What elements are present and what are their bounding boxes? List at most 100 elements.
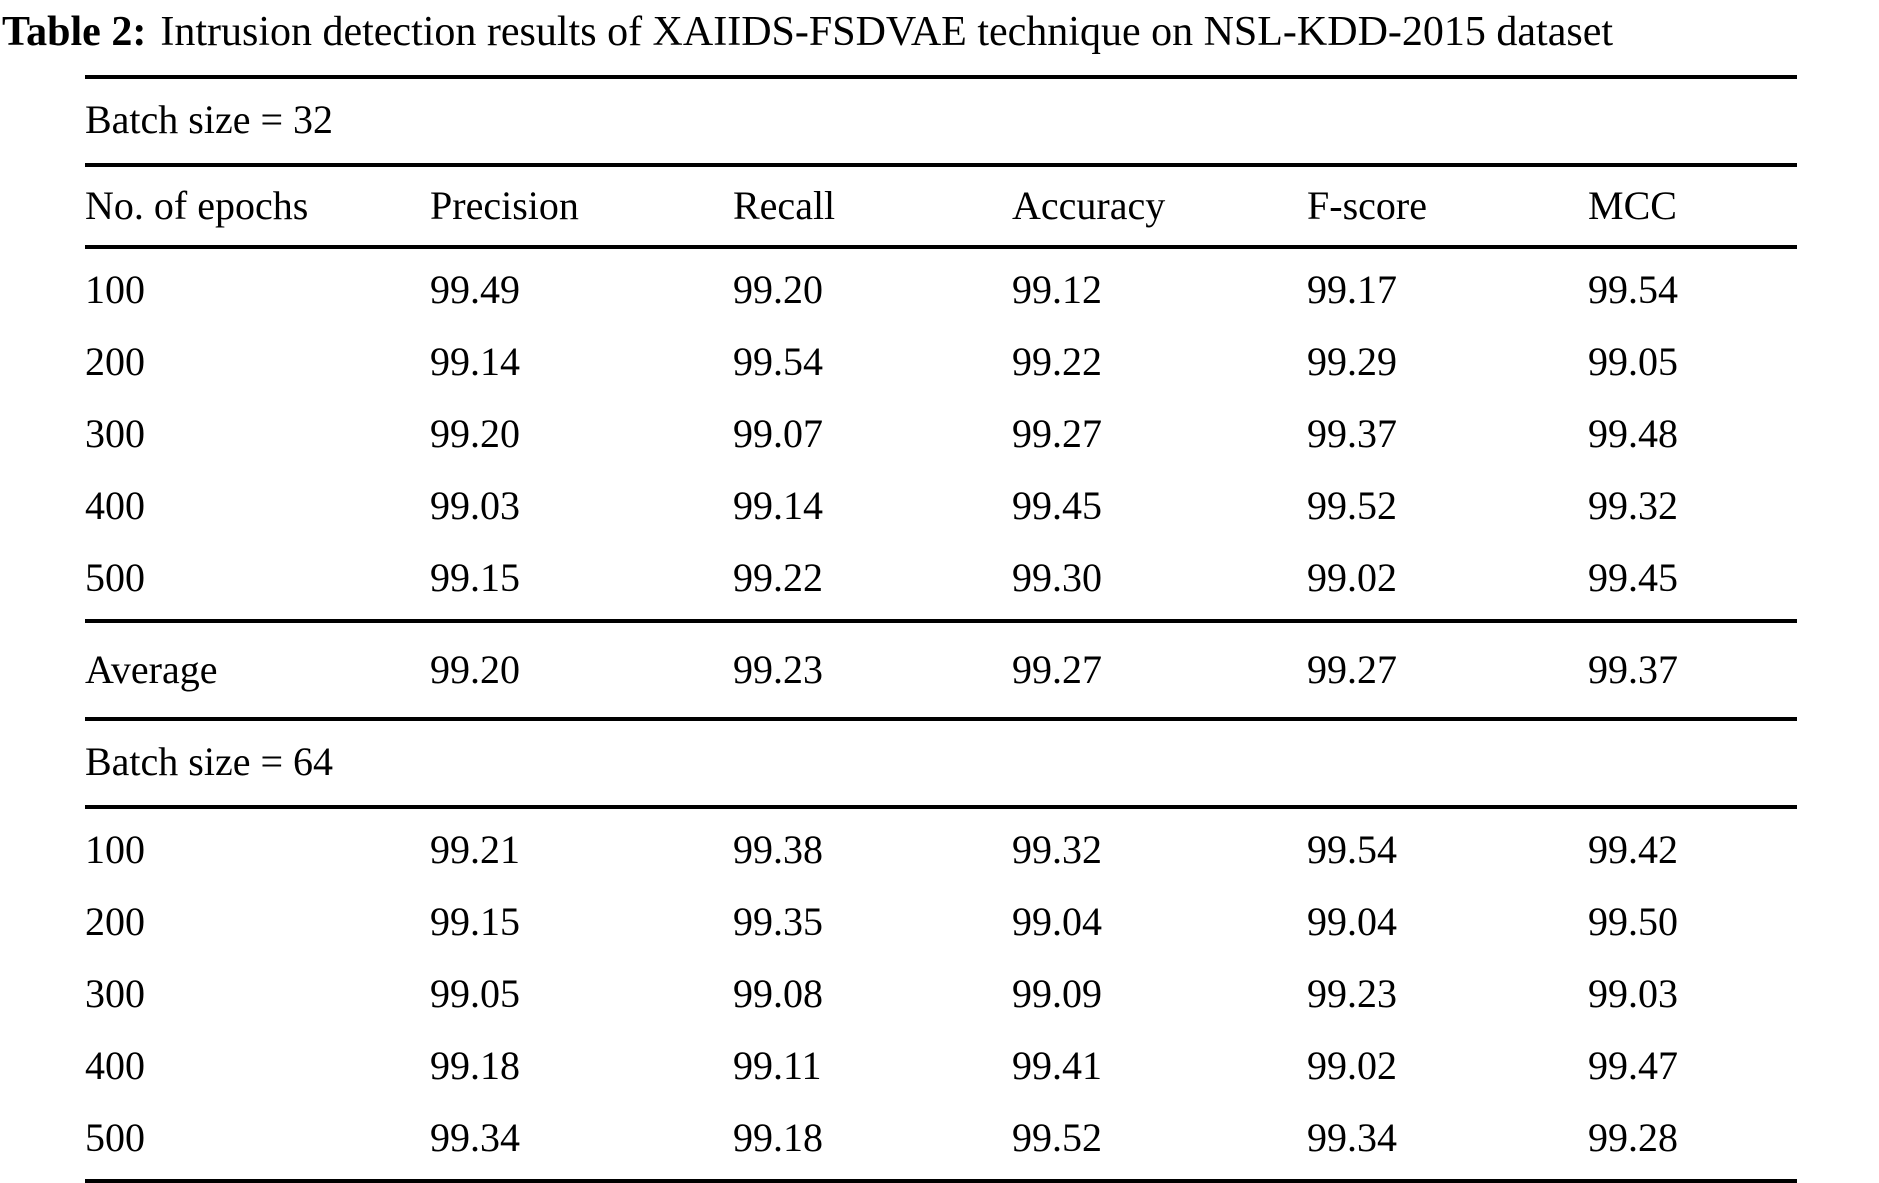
accuracy-cell: 99.41	[1012, 1042, 1102, 1088]
precision-cell: 99.49	[430, 266, 520, 312]
epochs-cell: 400	[85, 1042, 145, 1088]
fscore-cell: 99.17	[1307, 266, 1397, 312]
fscore-cell: 99.02	[1307, 1042, 1397, 1088]
precision-cell: 99.15	[430, 898, 520, 944]
table-row: 400 99.03 99.14 99.45 99.52 99.32	[85, 470, 1797, 542]
recall-cell: 99.22	[733, 1180, 1012, 1183]
fscore-cell: 99.23	[1307, 970, 1397, 1016]
table-row: 300 99.05 99.08 99.09 99.23 99.03	[85, 958, 1797, 1030]
recall-cell: 99.08	[733, 970, 823, 1016]
mcc-cell: 99.05	[1588, 338, 1678, 384]
precision-cell: 99.20	[430, 410, 520, 456]
recall-cell: 99.20	[733, 266, 823, 312]
fscore-cell: 99.37	[1307, 410, 1397, 456]
accuracy-cell: 99.27	[1012, 620, 1307, 721]
accuracy-cell: 99.52	[1012, 1101, 1307, 1183]
mcc-cell: 99.37	[1588, 620, 1798, 721]
fscore-cell: 99.23	[1307, 1180, 1588, 1183]
mcc-cell: 99.48	[1588, 410, 1678, 456]
table-caption-label: Table 2:	[2, 9, 147, 55]
mcc-cell: 99.54	[1588, 266, 1678, 312]
epochs-cell: 300	[85, 410, 145, 456]
mcc-cell: 99.42	[1588, 826, 1678, 872]
results-table: Batch size = 32 No. of epochs Precision …	[85, 74, 1798, 1183]
fscore-cell: 99.04	[1307, 898, 1397, 944]
accuracy-cell: 99.12	[1012, 266, 1102, 312]
fscore-cell: 99.34	[1307, 1101, 1588, 1183]
average-row: Average 99.20 99.23 99.27 99.27 99.37	[85, 620, 1798, 721]
precision-cell: 99.19	[430, 1180, 733, 1183]
precision-cell: 99.14	[430, 338, 520, 384]
mcc-cell: 99.47	[1588, 1042, 1678, 1088]
recall-cell: 99.14	[733, 482, 823, 528]
epochs-cell: 500	[85, 541, 430, 623]
mcc-cell: 99.50	[1588, 898, 1678, 944]
precision-cell: 99.21	[430, 826, 520, 872]
fscore-cell: 99.02	[1307, 541, 1588, 623]
recall-cell: 99.35	[733, 898, 823, 944]
average-row: Average 99.19 99.22 99.28 99.23 99.34	[85, 1180, 1798, 1183]
epochs-cell: 100	[85, 826, 145, 872]
recall-cell: 99.07	[733, 410, 823, 456]
precision-cell: 99.03	[430, 482, 520, 528]
table-row: 300 99.20 99.07 99.27 99.37 99.48	[85, 398, 1797, 470]
epochs-cell: 300	[85, 970, 145, 1016]
epochs-cell: 500	[85, 1101, 430, 1183]
table-row: 400 99.18 99.11 99.41 99.02 99.47	[85, 1030, 1797, 1102]
table-row: 200 99.15 99.35 99.04 99.04 99.50	[85, 886, 1797, 958]
accuracy-cell: 99.32	[1012, 826, 1102, 872]
recall-cell: 99.11	[733, 1042, 822, 1088]
precision-cell: 99.18	[430, 1042, 520, 1088]
recall-cell: 99.38	[733, 826, 823, 872]
fscore-cell: 99.52	[1307, 482, 1397, 528]
mcc-cell: 99.03	[1588, 970, 1678, 1016]
table-caption-text: Intrusion detection results of XAIIDS-FS…	[160, 9, 1613, 55]
mcc-cell: 99.34	[1588, 1180, 1798, 1183]
section-header-batch-32: Batch size = 32	[85, 76, 1798, 167]
average-label: Average	[85, 1180, 430, 1183]
accuracy-cell: 99.45	[1012, 482, 1102, 528]
accuracy-cell: 99.30	[1012, 541, 1307, 623]
precision-cell: 99.20	[430, 620, 733, 721]
epochs-cell: 100	[85, 266, 145, 312]
accuracy-cell: 99.09	[1012, 970, 1102, 1016]
accuracy-cell: 99.28	[1012, 1180, 1307, 1183]
mcc-cell: 99.45	[1588, 541, 1798, 623]
epochs-cell: 400	[85, 482, 145, 528]
section-label: Batch size = 64	[85, 718, 1798, 809]
fscore-cell: 99.27	[1307, 620, 1588, 721]
table-row: 100 99.21 99.38 99.32 99.54 99.42	[85, 807, 1797, 886]
recall-cell: 99.54	[733, 338, 823, 384]
accuracy-cell: 99.22	[1012, 338, 1102, 384]
recall-cell: 99.23	[733, 620, 1012, 721]
table-row: 200 99.14 99.54 99.22 99.29 99.05	[85, 326, 1797, 398]
column-header-epochs: No. of epochs	[85, 164, 430, 249]
epochs-cell: 200	[85, 898, 145, 944]
section-label: Batch size = 32	[85, 76, 1798, 167]
column-header-precision: Precision	[430, 164, 733, 249]
column-header-accuracy: Accuracy	[1012, 164, 1307, 249]
fscore-cell: 99.29	[1307, 338, 1397, 384]
accuracy-cell: 99.04	[1012, 898, 1102, 944]
average-label: Average	[85, 620, 430, 721]
precision-cell: 99.05	[430, 970, 520, 1016]
column-header-recall: Recall	[733, 164, 1012, 249]
epochs-cell: 200	[85, 338, 145, 384]
column-header-mcc: MCC	[1588, 164, 1798, 249]
table-row: 500 99.15 99.22 99.30 99.02 99.45	[85, 541, 1798, 623]
recall-cell: 99.18	[733, 1101, 1012, 1183]
table-row: 100 99.49 99.20 99.12 99.17 99.54	[85, 247, 1797, 326]
mcc-cell: 99.28	[1588, 1101, 1798, 1183]
precision-cell: 99.15	[430, 541, 733, 623]
precision-cell: 99.34	[430, 1101, 733, 1183]
column-header-row: No. of epochs Precision Recall Accuracy …	[85, 164, 1798, 249]
fscore-cell: 99.54	[1307, 826, 1397, 872]
column-header-fscore: F-score	[1307, 164, 1588, 249]
mcc-cell: 99.32	[1588, 482, 1678, 528]
recall-cell: 99.22	[733, 541, 1012, 623]
section-header-batch-64: Batch size = 64	[85, 718, 1798, 809]
accuracy-cell: 99.27	[1012, 410, 1102, 456]
table-row: 500 99.34 99.18 99.52 99.34 99.28	[85, 1101, 1798, 1183]
table-caption: Table 2: Intrusion detection results of X…	[0, 0, 1879, 59]
